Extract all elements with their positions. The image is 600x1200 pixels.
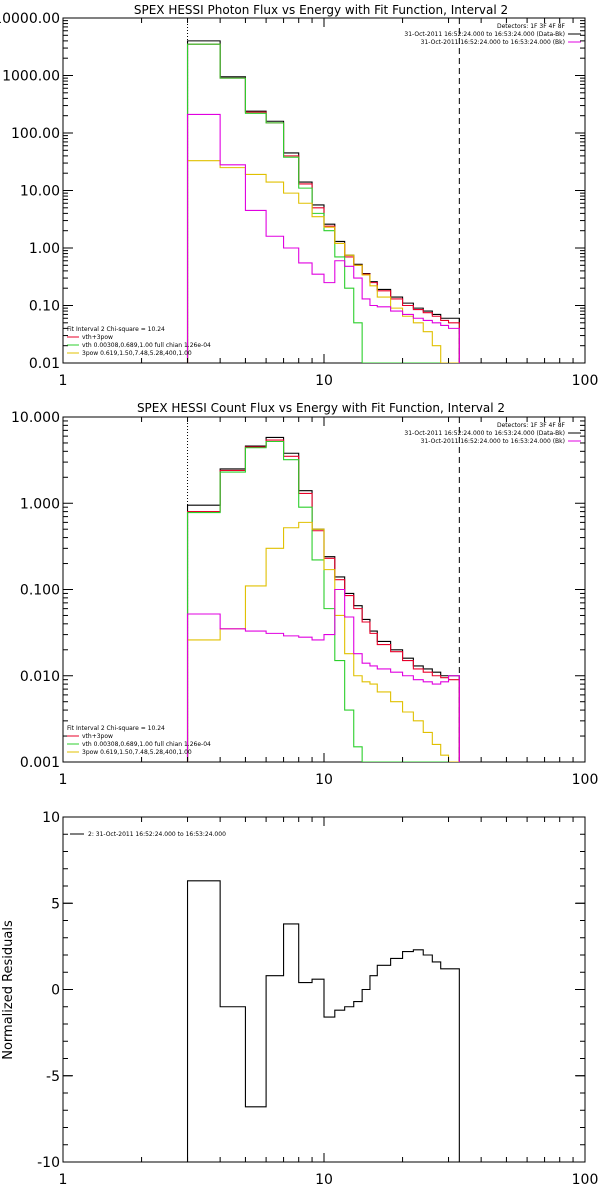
photon-y-tick-label: 10.00	[20, 184, 60, 200]
residuals-x-tick-label: 100	[572, 1172, 599, 1188]
count-axes: 1 10 100 0.001 0.010 0.100 1.000 10.000	[11, 410, 598, 788]
residuals-y-tick-label: -5	[46, 1069, 60, 1085]
count-chart-title: SPEX HESSI Count Flux vs Energy with Fit…	[137, 401, 505, 415]
photon-legend-bl-text: vth 0.00308,0.689,1.00 full chian 1.26e-…	[82, 342, 211, 349]
photon-chart-title: SPEX HESSI Photon Flux vs Energy with Fi…	[134, 3, 508, 17]
count-x-tick-label: 100	[572, 772, 599, 788]
photon-y-tick-label: 1000.00	[2, 69, 60, 85]
residuals-y-tick-label: 5	[51, 896, 60, 912]
count-flux-panel: SPEX HESSI Count Flux vs Energy with Fit…	[11, 401, 598, 788]
count-legend-bl-text: 3pow 0.619,1.50,7.48,5.28,400,1.00	[82, 749, 192, 756]
residuals-x-tick-label: 10	[315, 1172, 333, 1188]
photon-y-tick-label: 1.00	[29, 241, 60, 257]
count-y-tick-label: 0.010	[20, 669, 60, 685]
count-legend-bl-text: vth+3pow	[82, 733, 113, 740]
photon-legend-bl-text: Fit Interval 2 Chi-square = 10.24	[67, 326, 165, 333]
count-series-4	[186, 588, 460, 762]
residuals-legend: 2: 31-Oct-2011 16:52:24.000 to 16:53:24.…	[70, 831, 226, 838]
count-series-3	[186, 521, 460, 762]
residuals-y-tick-label: 10	[42, 810, 60, 826]
photon-x-tick-label: 100	[572, 373, 599, 389]
photon-y-tick-label: 10000.00	[0, 11, 60, 27]
count-x-tick-label: 10	[315, 772, 333, 788]
photon-series-3	[186, 160, 460, 363]
photon-legend-bl-text: vth+3pow	[82, 334, 113, 341]
count-y-tick-label: 0.100	[20, 583, 60, 599]
count-legend-tr-text: 31-Oct-2011 16:52:24.000 to 16:53:24.000…	[421, 438, 565, 445]
count-series-layer	[186, 417, 460, 762]
count-series-1	[186, 439, 460, 762]
residuals-panel: Normalized Residuals 1 10 100 -10 -5 0 5 10 2: …	[1, 810, 598, 1188]
photon-x-tick-label: 10	[315, 373, 333, 389]
photon-legend-tr-text: 31-Oct-2011 16:52:24.000 to 16:53:24.000…	[421, 39, 565, 46]
count-legend-bl-text: Fit Interval 2 Chi-square = 10.24	[67, 725, 165, 732]
count-y-tick-label: 0.001	[20, 755, 60, 771]
count-y-tick-label: 10.000	[11, 410, 60, 426]
photon-flux-panel: SPEX HESSI Photon Flux vs Energy with Fi…	[0, 3, 598, 389]
photon-legend-tr-text: Detectors: 1F 3F 4F 8F	[497, 23, 566, 30]
photon-axes: 1 10 100 0.01 0.10 1.00 10.00 100.00 1000.00 1000…	[0, 11, 598, 389]
residuals-y-tick-label: 0	[51, 983, 60, 999]
residuals-axes: 1 10 100 -10 -5 0 5 10	[37, 810, 598, 1188]
photon-series-4	[186, 113, 460, 363]
photon-legend-tr-text: 31-Oct-2011 16:52:24.000 to 16:53:24.000…	[404, 31, 565, 38]
residuals-y-axis-label: Normalized Residuals	[1, 920, 16, 1060]
count-x-tick-label: 1	[59, 772, 68, 788]
photon-legend-bl-text: 3pow 0.619,1.50,7.48,5.28,400,1.00	[82, 350, 192, 357]
count-legend-tr-text: 31-Oct-2011 16:52:24.000 to 16:53:24.000…	[404, 430, 565, 437]
photon-y-tick-label: 0.10	[29, 299, 60, 315]
count-y-tick-label: 1.000	[20, 496, 60, 512]
residuals-x-tick-label: 1	[59, 1172, 68, 1188]
count-legend-bl-text: vth 0.00308,0.689,1.00 full chian 1.26e-…	[82, 741, 211, 748]
photon-series-layer	[186, 18, 460, 363]
photon-y-tick-label: 100.00	[11, 126, 60, 142]
residuals-legend-text: 2: 31-Oct-2011 16:52:24.000 to 16:53:24.…	[88, 831, 226, 838]
residuals-series-0	[186, 880, 460, 1162]
count-legend-bottom-left: Fit Interval 2 Chi-square = 10.24vth+3po…	[67, 725, 211, 756]
residuals-y-tick-label: -10	[37, 1155, 60, 1171]
residuals-series-layer	[186, 880, 460, 1162]
photon-legend-bottom-left: Fit Interval 2 Chi-square = 10.24vth+3po…	[67, 326, 211, 357]
photon-y-tick-label: 0.01	[29, 356, 60, 372]
photon-x-tick-label: 1	[59, 373, 68, 389]
count-legend-tr-text: Detectors: 1F 3F 4F 8F	[497, 422, 566, 429]
